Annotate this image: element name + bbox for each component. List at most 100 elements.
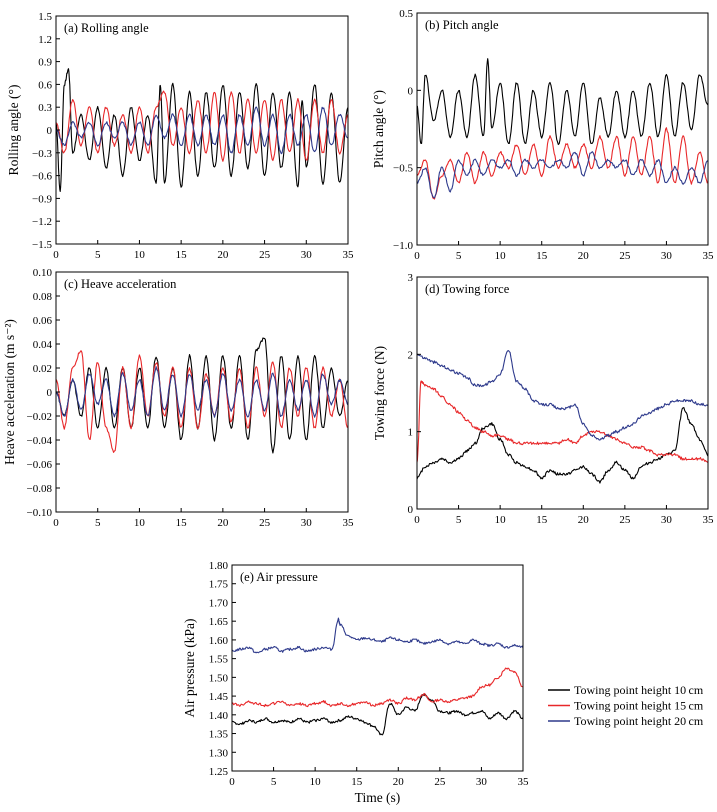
x-tick-label: 25	[259, 249, 271, 261]
series-line-h15	[417, 380, 708, 464]
y-tick-label: 0	[47, 125, 53, 137]
x-tick-label: 35	[343, 517, 355, 529]
x-tick-label: 20	[217, 249, 229, 261]
y-tick-label: −0.5	[393, 163, 413, 175]
series-line-h15	[56, 350, 348, 453]
x-tick-label: 0	[414, 514, 420, 526]
x-tick-label: 25	[259, 517, 271, 529]
legend-label-h10: Towing point height 10 cm	[574, 683, 704, 697]
x-tick-label: 15	[536, 250, 548, 262]
y-tick-label: 1.65	[209, 616, 229, 628]
x-tick-label: 25	[619, 514, 631, 526]
x-tick-label: 10	[495, 514, 507, 526]
chart-panel-e: 0 5 10 15 20 25 30 35 1.80 1.75 1.70 1.65 1.60 1.55 1.…	[182, 560, 529, 805]
panel-title: (a) Rolling angle	[64, 21, 149, 35]
y-tick-label: −0.06	[27, 459, 53, 471]
y-tick-label: 0.3	[38, 102, 52, 114]
x-tick-label: 0	[53, 517, 59, 529]
x-axis-label: Time (s)	[355, 790, 401, 805]
y-tick-label: −0.02	[27, 411, 52, 423]
x-tick-label: 5	[271, 776, 277, 788]
y-tick-label: 0.5	[399, 8, 413, 20]
plot-frame	[231, 564, 524, 772]
panel-title: (b) Pitch angle	[425, 18, 499, 32]
series-line-h10	[56, 337, 348, 454]
y-tick-label: 1.25	[209, 766, 229, 778]
series-line-h10	[417, 407, 708, 484]
y-tick-label: 1.30	[209, 747, 229, 759]
series-line-h20	[417, 151, 708, 199]
y-axis-label: Towing force (N)	[372, 346, 387, 440]
y-tick-label: −0.10	[27, 507, 53, 519]
y-tick-label: 0.6	[38, 79, 52, 91]
y-tick-label: −1.0	[393, 240, 413, 252]
x-tick-label: 10	[134, 517, 146, 529]
y-tick-label: 0.08	[33, 291, 53, 303]
x-tick-label: 30	[661, 514, 673, 526]
series-line-h20	[56, 366, 348, 418]
x-tick-label: 35	[703, 250, 715, 262]
y-tick-label: 2	[408, 349, 414, 361]
plot-frame	[416, 12, 709, 246]
y-tick-label: 3	[408, 272, 414, 284]
x-tick-label: 10	[134, 249, 146, 261]
series-line-h20	[232, 617, 523, 654]
x-tick-label: 15	[536, 514, 548, 526]
plot-frame	[416, 276, 709, 510]
x-tick-label: 35	[703, 514, 715, 526]
y-tick-label: −0.04	[27, 435, 53, 447]
x-tick-label: 15	[176, 249, 188, 261]
y-tick-label: −0.6	[32, 171, 52, 183]
legend: Towing point height 10 cm Towing point he…	[548, 683, 704, 728]
x-tick-label: 15	[351, 776, 363, 788]
panel-title: (d) Towing force	[425, 282, 510, 296]
y-tick-label: 1.2	[38, 34, 52, 46]
x-tick-label: 5	[456, 514, 462, 526]
x-tick-label: 30	[301, 517, 313, 529]
y-axis-label: Air pressure (kPa)	[182, 619, 197, 718]
panel-title: (c) Heave acceleration	[64, 277, 177, 291]
y-tick-label: 0	[408, 504, 414, 516]
x-tick-label: 20	[578, 514, 590, 526]
y-tick-label: −0.9	[32, 193, 52, 205]
x-tick-label: 5	[456, 250, 462, 262]
x-tick-label: 25	[619, 250, 631, 262]
y-tick-label: 1.5	[38, 11, 52, 23]
legend-label-h15: Towing point height 15 cm	[574, 699, 704, 713]
x-tick-label: 30	[476, 776, 488, 788]
chart-panel-b: 0 5 10 15 20 25 30 35 0.5 0 −0.5 −1.0 (b) Pitch angl…	[371, 8, 714, 262]
y-tick-label: 0	[47, 387, 53, 399]
series-line-h10	[232, 693, 523, 736]
legend-label-h20: Towing point height 20 cm	[574, 714, 704, 728]
y-tick-label: −0.3	[32, 148, 52, 160]
y-tick-label: 0.06	[33, 315, 53, 327]
x-tick-label: 5	[95, 249, 101, 261]
x-tick-label: 5	[95, 517, 101, 529]
y-tick-label: 0.04	[33, 339, 53, 351]
y-tick-label: 1.35	[209, 729, 229, 741]
chart-panel-a: 0 5 10 15 20 25 30 35 1.5 1.2 0.9 0.6 0.3 0 −0.3 −0.6 −0…	[6, 11, 354, 261]
x-tick-label: 0	[229, 776, 235, 788]
x-tick-label: 0	[53, 249, 59, 261]
y-tick-label: 1.75	[209, 579, 229, 591]
series-line-h20	[417, 350, 708, 441]
y-tick-label: 0	[408, 85, 414, 97]
x-tick-label: 15	[176, 517, 188, 529]
y-tick-label: −1.2	[32, 216, 52, 228]
x-tick-label: 20	[578, 250, 590, 262]
y-tick-label: 0.02	[33, 363, 52, 375]
y-tick-label: 0.9	[38, 57, 52, 69]
x-tick-label: 30	[301, 249, 313, 261]
y-axis-label: Rolling angle (°)	[6, 85, 21, 176]
series-line-h15	[56, 90, 348, 162]
y-tick-label: 1.70	[209, 597, 229, 609]
y-tick-label: 1.60	[209, 635, 229, 647]
y-tick-label: 1.45	[209, 691, 229, 703]
series-line-h20	[56, 106, 348, 155]
x-tick-label: 20	[393, 776, 405, 788]
x-tick-label: 10	[310, 776, 322, 788]
x-tick-label: 35	[343, 249, 355, 261]
x-tick-label: 0	[414, 250, 420, 262]
